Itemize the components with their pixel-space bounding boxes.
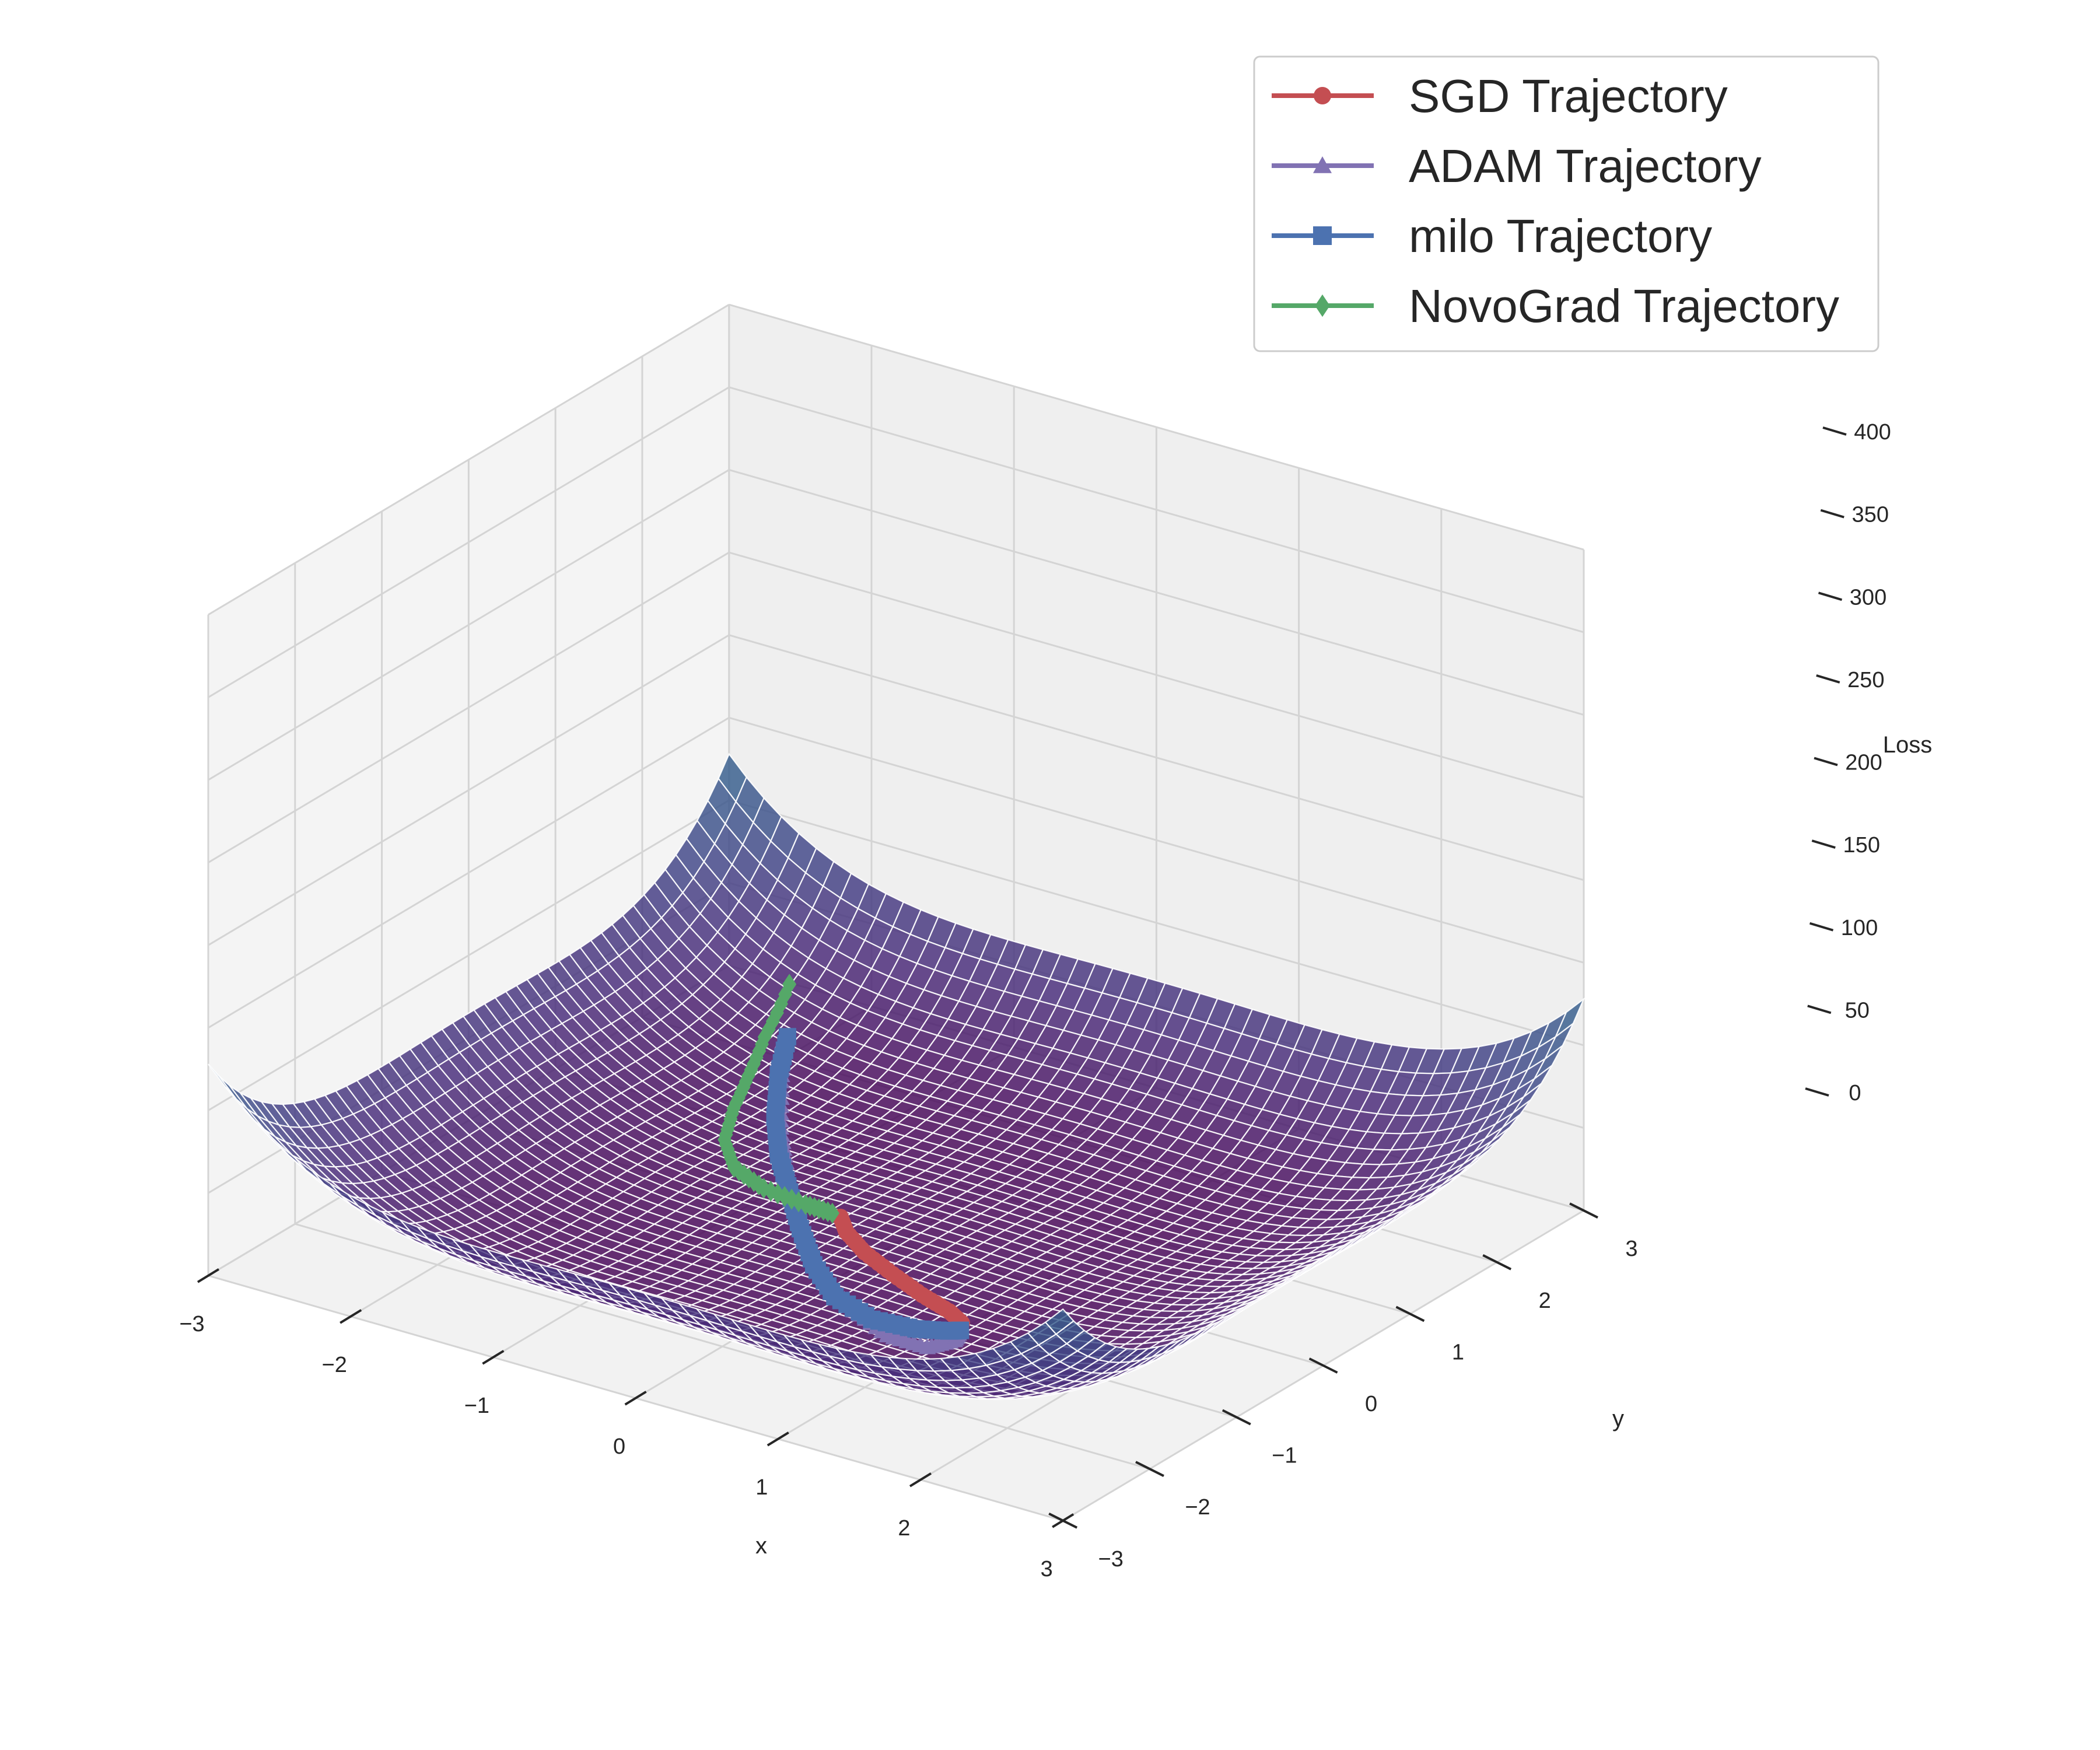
trajectory-marker xyxy=(825,1202,839,1224)
y-tick-label: 2 xyxy=(1539,1289,1551,1313)
legend-entry: SGD Trajectory xyxy=(1272,70,1728,122)
y-axis-label: y xyxy=(1612,1406,1624,1432)
z-tick-label: 300 xyxy=(1850,585,1887,610)
loss-surface xyxy=(208,752,1586,1400)
back-wall-gridline xyxy=(729,386,1584,634)
left-wall-gridline xyxy=(208,634,730,946)
legend-label: SGD Trajectory xyxy=(1409,70,1728,122)
x-tick-label: 3 xyxy=(1041,1557,1053,1581)
trajectory-lines xyxy=(718,974,970,1354)
y-tick xyxy=(1135,1461,1164,1477)
legend-marker xyxy=(1315,294,1330,317)
z-tick xyxy=(1814,757,1838,766)
legend-entry: milo Trajectory xyxy=(1272,210,1712,262)
z-tick-label: 400 xyxy=(1854,420,1891,444)
trajectory-sgd xyxy=(832,1209,970,1331)
y-tick-label: 3 xyxy=(1625,1237,1637,1261)
y-tick-label: 0 xyxy=(1365,1392,1377,1416)
y-tick xyxy=(1569,1202,1598,1219)
left-wall-gridline xyxy=(208,386,730,698)
legend-marker xyxy=(1313,226,1332,245)
x-tick-label: 2 xyxy=(898,1516,910,1541)
y-tick-label: 1 xyxy=(1452,1340,1464,1364)
x-tick-label: −2 xyxy=(322,1353,347,1377)
z-tick xyxy=(1807,1005,1832,1014)
z-tick xyxy=(1805,1087,1829,1097)
x-tick-label: 1 xyxy=(755,1475,768,1500)
y-tick-label: −2 xyxy=(1185,1495,1210,1520)
x-axis-label: x xyxy=(755,1533,767,1559)
trajectory-marker xyxy=(951,1321,970,1339)
x-tick xyxy=(909,1472,932,1488)
z-tick-label: 250 xyxy=(1847,668,1884,692)
trajectory-marker xyxy=(751,1174,766,1196)
y-tick-label: −1 xyxy=(1272,1444,1297,1468)
z-tick-label: 100 xyxy=(1841,916,1878,940)
back-wall-gridline xyxy=(729,303,1584,551)
x-tick-label: −3 xyxy=(179,1312,204,1336)
z-tick xyxy=(1820,509,1845,519)
legend-entry: ADAM Trajectory xyxy=(1272,140,1762,192)
back-wall-gridline xyxy=(729,469,1584,716)
x-tick xyxy=(197,1268,220,1283)
legend: SGD Trajectory ADAM Trajectory milo Trajec… xyxy=(1253,55,1880,352)
z-tick-label: 0 xyxy=(1849,1081,1861,1105)
left-wall-gridline xyxy=(208,303,730,616)
left-wall-gridline xyxy=(208,551,730,863)
z-tick-label: 200 xyxy=(1845,751,1882,775)
back-wall-gridline xyxy=(729,716,1584,964)
legend-marker xyxy=(1314,87,1331,104)
y-tick xyxy=(1482,1254,1512,1270)
back-wall-gridline xyxy=(729,634,1584,881)
x-tick xyxy=(624,1391,647,1406)
z-axis-label: Loss xyxy=(1883,732,1933,758)
legend-marker xyxy=(1313,156,1332,173)
left-wall-gridline xyxy=(208,799,730,1111)
y-tick xyxy=(1222,1409,1251,1426)
back-wall-gridline xyxy=(729,551,1584,799)
x-tick xyxy=(340,1309,362,1324)
legend-label: ADAM Trajectory xyxy=(1409,140,1762,192)
x-tick xyxy=(766,1432,789,1447)
trajectory-novograd xyxy=(718,974,839,1224)
x-tick xyxy=(482,1350,505,1365)
left-wall-gridline xyxy=(208,469,730,781)
left-wall-gridline xyxy=(208,717,730,1029)
axis-ticks: −3 −2 −1 0 1 2 3 −3 −2 −1 0 1 2 3 0 50 100 150 200 250 300 35… xyxy=(179,420,1891,1581)
trajectory-marker xyxy=(771,1183,785,1205)
trajectory-marker xyxy=(757,1178,771,1199)
z-tick-label: 350 xyxy=(1852,503,1889,527)
z-tick xyxy=(1809,922,1834,932)
y-tick-label: −3 xyxy=(1098,1547,1124,1572)
x-tick-label: 0 xyxy=(613,1434,625,1459)
surface-patch xyxy=(1044,1308,1075,1335)
z-tick xyxy=(1811,839,1836,849)
z-tick-label: 50 xyxy=(1845,998,1870,1023)
z-tick xyxy=(1816,674,1840,684)
z-tick xyxy=(1818,592,1843,601)
z-tick xyxy=(1822,426,1847,436)
y-tick xyxy=(1395,1306,1425,1322)
y-tick xyxy=(1048,1513,1078,1529)
trajectory-milo xyxy=(766,1028,970,1340)
x-tick-label: −1 xyxy=(464,1394,489,1418)
legend-entry: NovoGrad Trajectory xyxy=(1272,280,1839,332)
back-wall-gridline xyxy=(729,799,1584,1046)
z-tick-label: 150 xyxy=(1843,833,1880,858)
legend-label: NovoGrad Trajectory xyxy=(1409,280,1839,332)
y-tick xyxy=(1308,1357,1338,1374)
legend-label: milo Trajectory xyxy=(1409,210,1712,262)
legend-box xyxy=(1253,55,1880,352)
